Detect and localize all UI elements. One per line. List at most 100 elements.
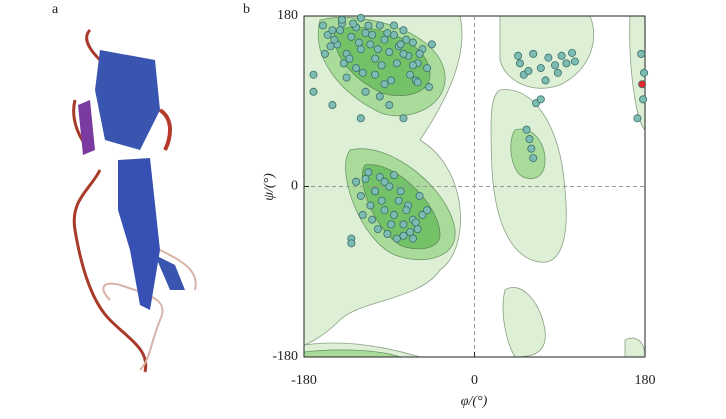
point [368,30,377,39]
point [423,64,432,73]
point [385,182,394,191]
x-axis-label: φ/(°) [461,394,488,409]
point [418,210,427,219]
point [568,48,577,57]
point [371,70,380,79]
point [328,101,337,110]
point [396,187,405,196]
point [347,32,356,41]
point [638,80,647,89]
point [399,114,408,123]
point [356,45,365,54]
point [375,21,384,30]
panel-label: b [243,2,250,17]
point [402,206,411,215]
point [387,220,396,229]
point [411,218,420,227]
point [408,38,417,47]
point [318,21,327,30]
point [553,68,562,77]
point [399,220,408,229]
point [375,173,384,182]
point [392,59,401,68]
point [383,229,392,238]
protein-structure [72,28,197,373]
point [524,66,533,75]
point [394,196,403,205]
point [361,29,370,38]
point [562,59,571,68]
point [347,239,356,248]
point [640,68,649,77]
point [536,64,545,73]
point [425,83,434,92]
point [356,191,365,200]
x-tick-label: 0 [471,373,478,388]
point [326,42,335,51]
point [387,76,396,85]
point [529,49,538,58]
point [402,35,411,44]
point [633,114,642,123]
point [371,54,380,63]
point [328,26,337,35]
point [356,114,365,123]
point [356,13,365,22]
point [371,187,380,196]
point [399,49,408,58]
point [345,54,354,63]
point [536,95,545,104]
point [408,61,417,70]
point [557,51,566,60]
point [377,61,386,70]
panel-label: a [52,2,59,17]
point [423,206,432,215]
point [522,125,531,134]
point [358,210,367,219]
y-tick-label: -180 [272,349,298,364]
point [544,53,553,62]
point [396,40,405,49]
point [330,35,339,44]
point [525,135,534,144]
point [415,49,424,58]
point [380,35,389,44]
point [375,92,384,101]
point [514,51,523,60]
point [515,59,524,68]
point [309,87,318,96]
point [541,76,550,85]
y-tick-label: 180 [277,8,298,23]
point [352,177,361,186]
point [358,68,367,77]
point [639,95,648,104]
point [361,174,370,183]
x-tick-label: -180 [291,373,317,388]
point [389,30,398,39]
point [399,26,408,35]
point [368,215,377,224]
point [361,87,370,96]
point [377,196,386,205]
point [527,144,536,153]
point [373,225,382,234]
x-tick-label: 180 [635,373,656,388]
point [408,234,417,243]
point [415,191,424,200]
point [570,57,579,66]
point [366,201,375,210]
point [413,78,422,87]
point [406,227,415,236]
point [337,15,346,24]
point [323,30,332,39]
point [364,168,373,177]
point [342,73,351,82]
point [385,101,394,110]
point [406,70,415,79]
point [364,21,373,30]
point [339,59,348,68]
point [392,234,401,243]
point [389,21,398,30]
point [380,206,389,215]
